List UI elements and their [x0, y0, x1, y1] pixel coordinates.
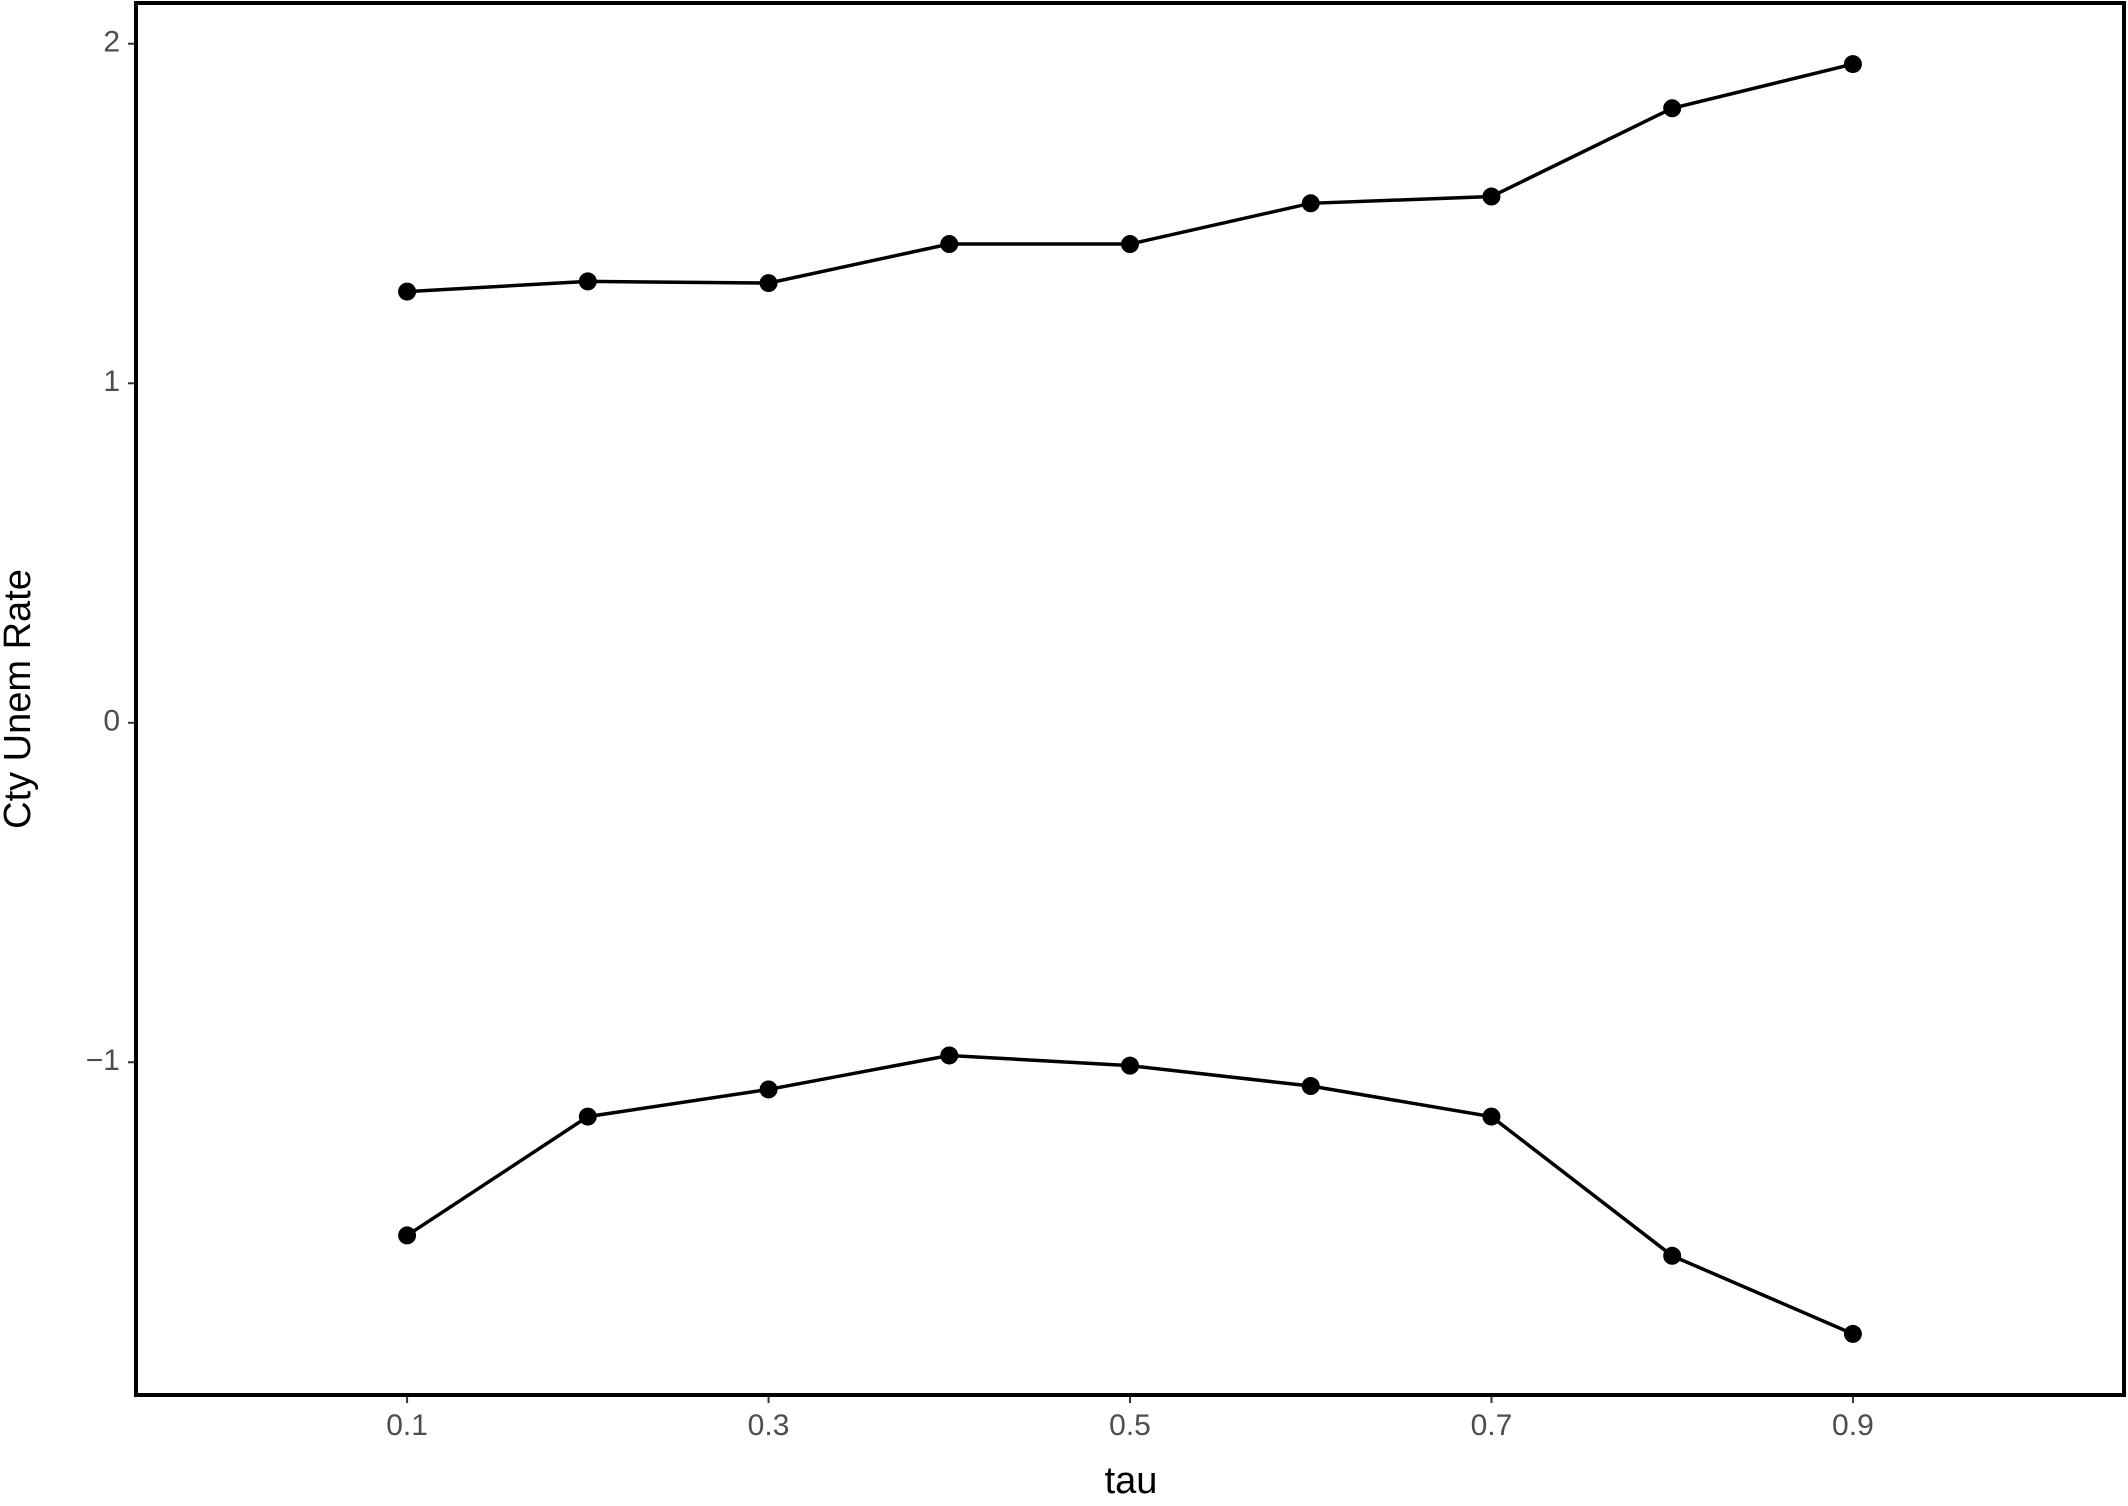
point	[940, 1046, 959, 1065]
point	[1843, 55, 1862, 74]
y-tick-label: 2	[103, 26, 120, 59]
x-tick-label: 0.1	[386, 1409, 428, 1442]
point	[578, 1107, 597, 1126]
point	[759, 1080, 778, 1099]
point	[398, 1226, 417, 1245]
x-tick-label: 0.3	[748, 1409, 790, 1442]
point	[1663, 99, 1682, 118]
point	[940, 235, 959, 254]
point	[759, 274, 778, 293]
x-axis-title: tau	[1105, 1460, 1158, 1502]
point	[1121, 1056, 1139, 1075]
x-tick-label: 0.5	[1109, 1409, 1151, 1442]
point	[1121, 235, 1139, 254]
y-tick-label: 0	[103, 705, 120, 738]
point	[1301, 1077, 1320, 1096]
point	[398, 282, 417, 301]
plot-border	[134, 1, 2126, 1397]
point	[1663, 1246, 1682, 1265]
point	[1301, 194, 1320, 213]
point	[1482, 1107, 1501, 1126]
x-tick-label: 0.9	[1832, 1409, 1874, 1442]
point	[1482, 187, 1501, 206]
y-tick-label: −1	[86, 1044, 120, 1077]
point	[578, 272, 597, 291]
point	[1843, 1324, 1862, 1343]
x-tick-label: 0.7	[1471, 1409, 1513, 1442]
series-line	[406, 62, 1854, 294]
y-tick-label: 1	[103, 365, 120, 398]
series-line	[406, 1053, 1854, 1336]
y-axis-title: Cty Unem Rate	[0, 569, 39, 829]
